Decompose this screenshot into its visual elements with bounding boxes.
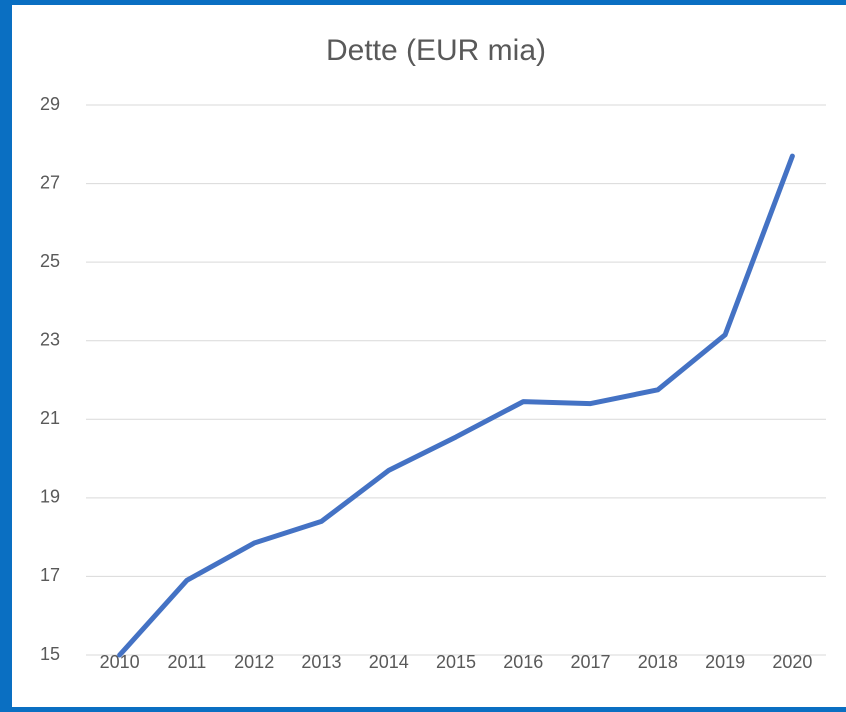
y-tick-label: 29 (40, 94, 60, 114)
x-tick-label: 2011 (168, 652, 207, 672)
x-tick-label: 2010 (100, 652, 140, 672)
y-tick-label: 15 (40, 644, 60, 664)
x-tick-label: 2020 (772, 652, 812, 672)
x-tick-label: 2017 (571, 652, 611, 672)
x-tick-label: 2016 (503, 652, 543, 672)
x-tick-label: 2012 (234, 652, 274, 672)
y-tick-label: 19 (40, 487, 60, 507)
chart-area (12, 5, 846, 707)
chart-title: Dette (EUR mia) (326, 34, 546, 67)
y-tick-label: 21 (40, 408, 60, 428)
y-tick-label: 25 (40, 251, 60, 271)
y-tick-label: 17 (40, 565, 60, 585)
x-tick-label: 2014 (369, 652, 409, 672)
x-tick-label: 2013 (301, 652, 341, 672)
y-tick-label: 27 (40, 172, 60, 192)
x-tick-label: 2015 (436, 652, 476, 672)
x-tick-label: 2019 (705, 652, 745, 672)
y-tick-label: 23 (40, 329, 60, 349)
x-tick-label: 2018 (638, 652, 678, 672)
line (117, 153, 795, 658)
